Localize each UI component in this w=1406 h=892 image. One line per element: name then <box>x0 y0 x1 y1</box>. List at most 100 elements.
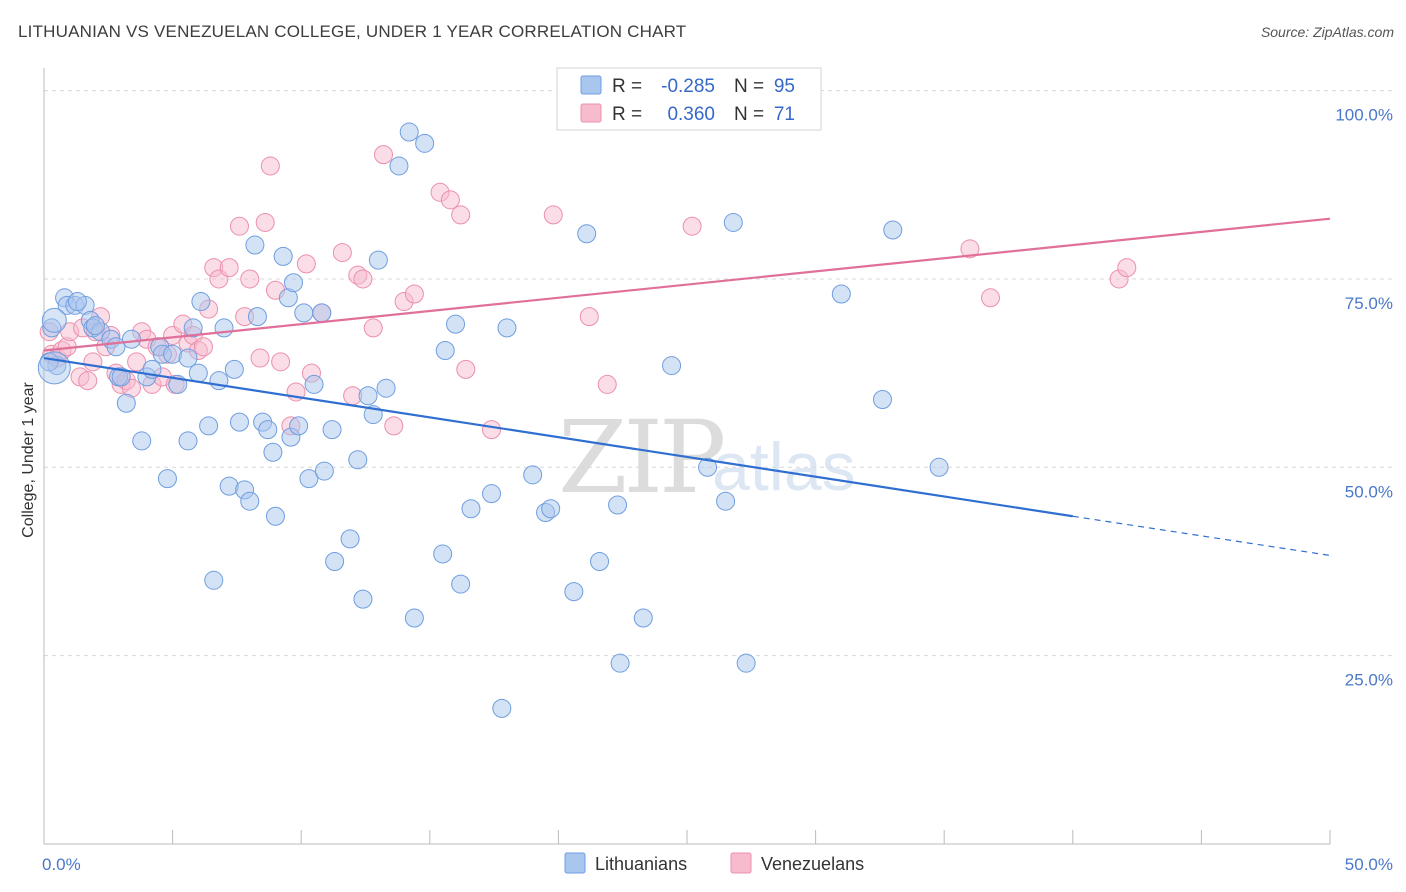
lithuanians-point <box>191 292 211 312</box>
venezuelans-point <box>1117 258 1137 278</box>
venezuelans-point <box>78 371 98 391</box>
lithuanians-point <box>178 348 198 368</box>
lithuanians-point <box>415 133 435 153</box>
venezuelans-point <box>404 284 424 304</box>
venezuelans-points <box>39 145 1137 440</box>
gridlines <box>44 90 1392 657</box>
legend-r-value-2: 0.360 <box>667 104 715 125</box>
lithuanians-point <box>229 412 249 432</box>
legend-swatch-venezuelans <box>580 103 602 123</box>
venezuelans-point <box>682 216 702 236</box>
lithuanians-point <box>132 431 152 451</box>
lithuanians-point <box>358 386 378 406</box>
venezuelans-point <box>597 374 617 394</box>
lithuanians-point <box>446 314 466 334</box>
lithuanians-point <box>608 495 628 515</box>
legend-n-value-1: 95 <box>774 76 795 97</box>
lithuanians-points <box>37 122 949 718</box>
y-tick-label-100: 100.0% <box>1335 106 1393 125</box>
legend-r-label-2: R = <box>612 104 642 125</box>
lithuanians-point <box>353 589 373 609</box>
lithuanians-trend-line <box>43 356 1073 518</box>
lithuanians-point <box>376 378 396 398</box>
x-tick-labels: 0.0% 50.0% <box>42 855 1393 874</box>
venezuelans-point <box>960 239 980 259</box>
venezuelans-point <box>363 318 383 338</box>
lithuanians-point <box>294 303 314 323</box>
series-legend: Lithuanians Venezuelans <box>564 852 864 874</box>
lithuanians-point <box>451 574 471 594</box>
venezuelans-point <box>229 216 249 236</box>
venezuelans-point <box>579 307 599 327</box>
y-tick-label-50: 50.0% <box>1345 482 1393 501</box>
lithuanians-point <box>157 469 177 489</box>
x-tick-label-end: 50.0% <box>1345 855 1393 874</box>
lithuanians-point <box>368 250 388 270</box>
venezuelans-point <box>456 359 476 379</box>
lithuanians-point <box>723 212 743 232</box>
y-tick-label-75: 75.0% <box>1345 294 1393 313</box>
lithuanians-point <box>178 431 198 451</box>
watermark: ZIP atlas <box>558 399 856 516</box>
lithuanians-point <box>497 318 517 338</box>
venezuelans-point <box>219 258 239 278</box>
y-tick-labels: 25.0% 50.0% 75.0% 100.0% <box>1335 106 1393 690</box>
lithuanians-point <box>204 570 224 590</box>
lithuanians-point <box>304 374 324 394</box>
lithuanians-point <box>240 491 260 511</box>
venezuelans-point <box>296 254 316 274</box>
venezuelans-point <box>543 205 563 225</box>
legend-n-value-2: 71 <box>774 104 795 125</box>
lithuanians-point <box>662 356 682 376</box>
legend-n-label-1: N = <box>734 76 764 97</box>
lithuanians-point <box>258 420 278 440</box>
bottom-legend-label-lithuanians: Lithuanians <box>595 854 687 874</box>
legend-n-label-2: N = <box>734 104 764 125</box>
lithuanians-point <box>482 484 502 504</box>
venezuelans-point <box>353 269 373 289</box>
axes <box>43 68 1331 845</box>
lithuanians-point <box>188 363 208 383</box>
source-label: Source: ZipAtlas.com <box>1260 24 1394 40</box>
lithuanians-point <box>116 393 136 413</box>
y-axis-title: College, Under 1 year <box>20 382 37 538</box>
watermark-zip: ZIP <box>558 399 723 516</box>
y-tick-label-25: 25.0% <box>1345 671 1393 690</box>
lithuanians-point <box>289 416 309 436</box>
lithuanians-point <box>435 341 455 361</box>
lithuanians-point <box>273 246 293 266</box>
legend-r-value-1: -0.285 <box>661 76 715 97</box>
correlation-legend: R = -0.285 N = 95 R = 0.360 N = 71 <box>556 67 822 131</box>
venezuelans-point <box>271 352 291 372</box>
lithuanians-point <box>85 316 105 336</box>
lithuanians-point <box>314 461 334 481</box>
lithuanians-point <box>283 273 303 293</box>
venezuelans-point <box>451 205 471 225</box>
lithuanians-point <box>831 284 851 304</box>
venezuelans-point <box>260 156 280 176</box>
lithuanians-point <box>263 442 283 462</box>
venezuelans-point <box>255 212 275 232</box>
venezuelans-point <box>482 420 502 440</box>
chart-title: LITHUANIAN VS VENEZUELAN COLLEGE, UNDER … <box>18 22 687 41</box>
lithuanians-point <box>121 329 141 349</box>
venezuelans-point <box>980 288 1000 308</box>
lithuanians-point <box>340 529 360 549</box>
venezuelans-point <box>240 269 260 289</box>
legend-swatch-lithuanians <box>580 75 602 95</box>
lithuanians-point <box>325 551 345 571</box>
venezuelans-point <box>374 145 394 165</box>
lithuanians-point <box>348 450 368 470</box>
venezuelans-point <box>83 352 103 372</box>
lithuanians-point <box>633 608 653 628</box>
lithuanians-point <box>461 499 481 519</box>
lithuanians-point <box>577 224 597 244</box>
lithuanians-point <box>433 544 453 564</box>
lithuanians-point <box>67 292 87 312</box>
x-tick-label-start: 0.0% <box>42 855 81 874</box>
lithuanians-point <box>872 389 892 409</box>
lithuanians-point <box>299 469 319 489</box>
lithuanians-point <box>523 465 543 485</box>
lithuanians-point <box>492 698 512 718</box>
